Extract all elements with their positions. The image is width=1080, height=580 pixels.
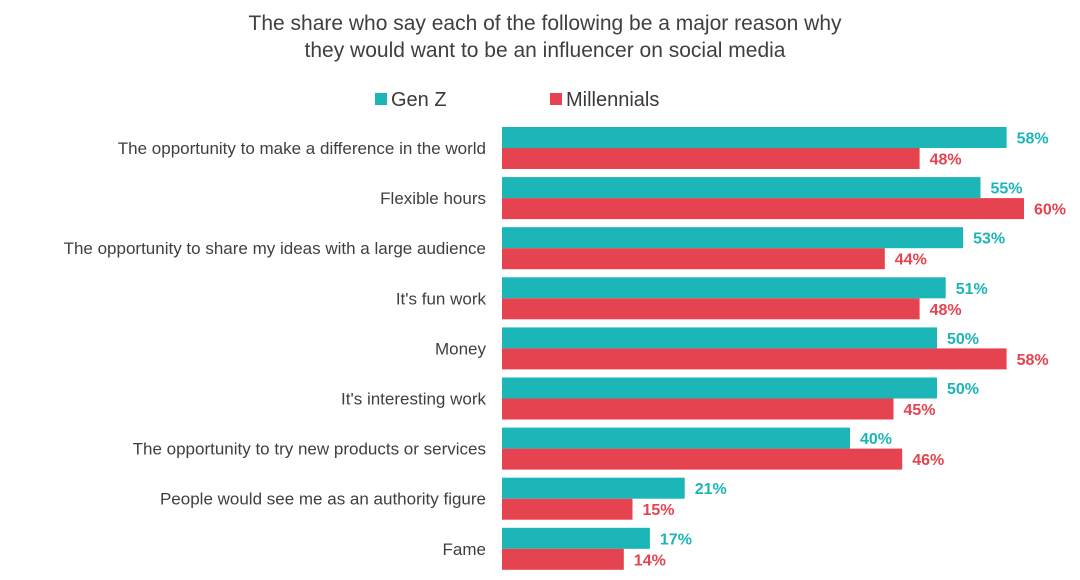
- bar-millennials-flexible-hours: [502, 198, 1024, 220]
- legend-swatch-gen-z: [375, 93, 387, 105]
- bar-gen-z-it-s-interesting-work: [502, 377, 937, 399]
- bar-millennials-it-s-fun-work: [502, 298, 920, 320]
- bar-gen-z-flexible-hours: [502, 177, 981, 199]
- chart-title-line-2: they would want to be an influencer on s…: [305, 39, 786, 62]
- bar-gen-z-the-opportunity-to-share-my-ideas-with-a-large-audience: [502, 227, 964, 249]
- plot-area: The opportunity to make a difference in …: [64, 127, 1066, 570]
- value-label-millennials-it-s-fun-work: 48%: [930, 302, 962, 319]
- category-label-people-would-see-me-as-an-authority-figure: People would see me as an authority figu…: [160, 490, 486, 509]
- chart-title-line-1: The share who say each of the following …: [249, 12, 842, 35]
- value-label-millennials-the-opportunity-to-try-new-products-or-services: 46%: [912, 452, 944, 469]
- value-label-gen-z-people-would-see-me-as-an-authority-figure: 21%: [695, 481, 727, 498]
- legend-label-millennials: Millennials: [566, 89, 659, 111]
- value-label-millennials-flexible-hours: 60%: [1034, 202, 1066, 219]
- legend-swatch-millennials: [550, 93, 562, 105]
- bar-gen-z-people-would-see-me-as-an-authority-figure: [502, 477, 685, 499]
- bar-gen-z-it-s-fun-work: [502, 277, 946, 299]
- category-label-the-opportunity-to-share-my-ideas-with-a-large-audience: The opportunity to share my ideas with a…: [64, 239, 486, 258]
- value-label-millennials-it-s-interesting-work: 45%: [904, 402, 936, 419]
- value-label-gen-z-the-opportunity-to-make-a-difference-in-the-world: 58%: [1017, 131, 1049, 148]
- legend: Gen Z Millennials: [375, 89, 659, 111]
- category-label-money: Money: [435, 339, 487, 358]
- value-label-gen-z-flexible-hours: 55%: [991, 181, 1023, 198]
- bar-millennials-the-opportunity-to-try-new-products-or-services: [502, 448, 903, 470]
- value-label-gen-z-it-s-interesting-work: 50%: [947, 381, 979, 398]
- value-label-gen-z-money: 50%: [947, 331, 979, 348]
- bar-gen-z-money: [502, 327, 937, 349]
- value-label-millennials-the-opportunity-to-make-a-difference-in-the-world: 48%: [930, 152, 962, 169]
- category-label-flexible-hours: Flexible hours: [380, 189, 486, 208]
- category-label-the-opportunity-to-try-new-products-or-services: The opportunity to try new products or s…: [133, 440, 486, 459]
- bar-millennials-fame: [502, 548, 624, 570]
- value-label-gen-z-the-opportunity-to-share-my-ideas-with-a-large-audience: 53%: [973, 231, 1005, 248]
- bar-gen-z-the-opportunity-to-try-new-products-or-services: [502, 427, 850, 449]
- bar-millennials-money: [502, 348, 1007, 370]
- category-label-the-opportunity-to-make-a-difference-in-the-world: The opportunity to make a difference in …: [118, 139, 486, 158]
- category-label-fame: Fame: [443, 540, 486, 559]
- value-label-millennials-the-opportunity-to-share-my-ideas-with-a-large-audience: 44%: [895, 252, 927, 269]
- category-label-it-s-interesting-work: It's interesting work: [341, 390, 486, 409]
- bar-millennials-the-opportunity-to-share-my-ideas-with-a-large-audience: [502, 248, 885, 270]
- bar-millennials-people-would-see-me-as-an-authority-figure: [502, 498, 633, 520]
- bar-gen-z-fame: [502, 527, 650, 549]
- value-label-gen-z-the-opportunity-to-try-new-products-or-services: 40%: [860, 431, 892, 448]
- legend-label-gen-z: Gen Z: [391, 89, 447, 111]
- bar-millennials-the-opportunity-to-make-a-difference-in-the-world: [502, 148, 920, 169]
- value-label-millennials-fame: 14%: [634, 552, 666, 569]
- bar-millennials-it-s-interesting-work: [502, 398, 894, 420]
- category-label-it-s-fun-work: It's fun work: [396, 289, 487, 308]
- bar-gen-z-the-opportunity-to-make-a-difference-in-the-world: [502, 127, 1007, 148]
- value-label-gen-z-it-s-fun-work: 51%: [956, 281, 988, 298]
- value-label-millennials-people-would-see-me-as-an-authority-figure: 15%: [643, 502, 675, 519]
- value-label-millennials-money: 58%: [1017, 352, 1049, 369]
- value-label-gen-z-fame: 17%: [660, 531, 692, 548]
